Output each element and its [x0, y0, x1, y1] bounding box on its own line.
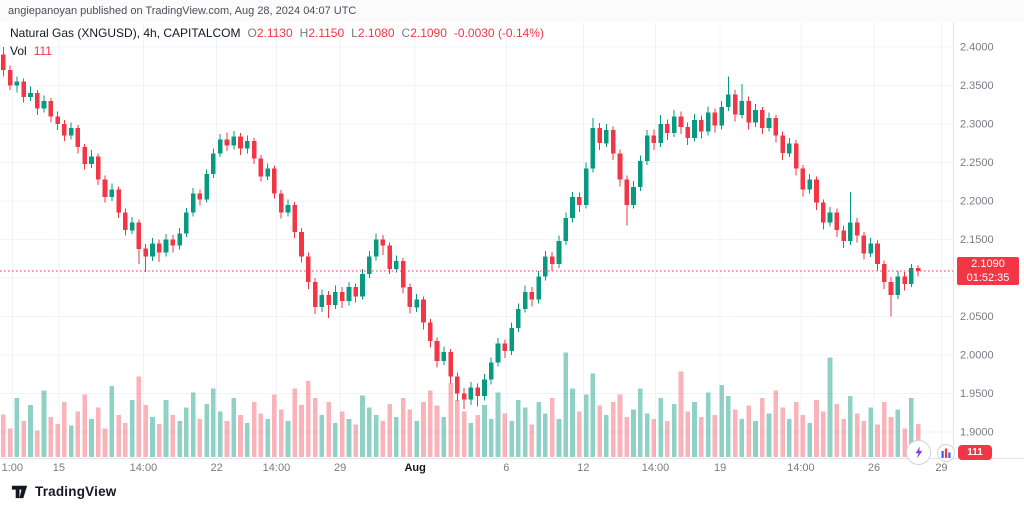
svg-text:2.2000: 2.2000 [960, 196, 994, 208]
svg-text:2.0000: 2.0000 [960, 350, 994, 362]
time-axis-label: 14:00 [262, 462, 291, 474]
attribution-text: angiepanoyan published on TradingView.co… [8, 5, 357, 17]
volume-value: 111 [33, 44, 52, 58]
time-axis-label: 12 [577, 462, 590, 474]
svg-text:1.9000: 1.9000 [960, 427, 994, 439]
ohlc-close: C2.1090 [401, 26, 447, 40]
last-price-badge: 2.1090 01:52:35 [957, 257, 1019, 285]
time-axis-label: 14:00 [641, 462, 670, 474]
time-axis-label: 22 [210, 462, 223, 474]
time-axis-label: 1:00 [1, 462, 24, 474]
bar-countdown: 01:52:35 [966, 272, 1010, 284]
volume-row: Vol 111 [10, 44, 544, 58]
svg-text:2.2500: 2.2500 [960, 157, 994, 169]
symbol-header: Natural Gas (XNGUSD), 4h, CAPITALCOM O2.… [10, 26, 544, 58]
lightning-icon [915, 446, 923, 459]
boost-button[interactable] [906, 440, 931, 465]
svg-text:2.1500: 2.1500 [960, 234, 994, 246]
brand-name[interactable]: TradingView [35, 484, 117, 499]
time-axis-label: 29 [935, 462, 948, 474]
svg-text:2.3500: 2.3500 [960, 80, 994, 92]
time-axis-label: 14:00 [129, 462, 158, 474]
attribution-bar: angiepanoyan published on TradingView.co… [0, 0, 1024, 22]
time-axis-label: 29 [333, 462, 347, 474]
histogram-icon [941, 448, 951, 458]
time-axis-label: 26 [867, 462, 881, 474]
tradingview-logo-icon [11, 485, 28, 499]
svg-text:2.3000: 2.3000 [960, 119, 994, 131]
time-axis-label: 15 [52, 462, 66, 474]
symbol-title[interactable]: Natural Gas (XNGUSD), 4h, CAPITALCOM [10, 26, 241, 40]
ohlc-low: L2.1080 [351, 26, 395, 40]
volume-axis-badge: 111 [958, 445, 992, 460]
svg-text:2.0500: 2.0500 [960, 311, 994, 323]
ohlc-high: H2.1150 [299, 26, 345, 40]
time-axis-label: 6 [503, 462, 510, 474]
symbol-row: Natural Gas (XNGUSD), 4h, CAPITALCOM O2.… [10, 26, 544, 40]
svg-text:1.9500: 1.9500 [960, 388, 994, 400]
time-axis-label: 19 [713, 462, 727, 474]
last-price-value: 2.1090 [971, 258, 1005, 270]
change-value: -0.0030 (-0.14%) [453, 26, 544, 40]
candlestick-chart[interactable]: 2.4000 2.3500 2.3000 2.2500 2.2000 2.1500 2.05… [0, 22, 1024, 460]
svg-text:2.4000: 2.4000 [960, 42, 994, 54]
time-axis[interactable]: 1:00 15 14:00 22 14:00 29 Aug 6 12 14:00 19 14:00 26… [0, 460, 1024, 478]
footer: TradingView [0, 478, 1024, 505]
ohlc-open: O2.1130 [247, 26, 293, 40]
time-axis-label: Aug [404, 462, 426, 474]
volume-label: Vol [10, 44, 27, 58]
time-axis-label: 14:00 [787, 462, 815, 474]
volume-indicator-icon [937, 444, 955, 462]
